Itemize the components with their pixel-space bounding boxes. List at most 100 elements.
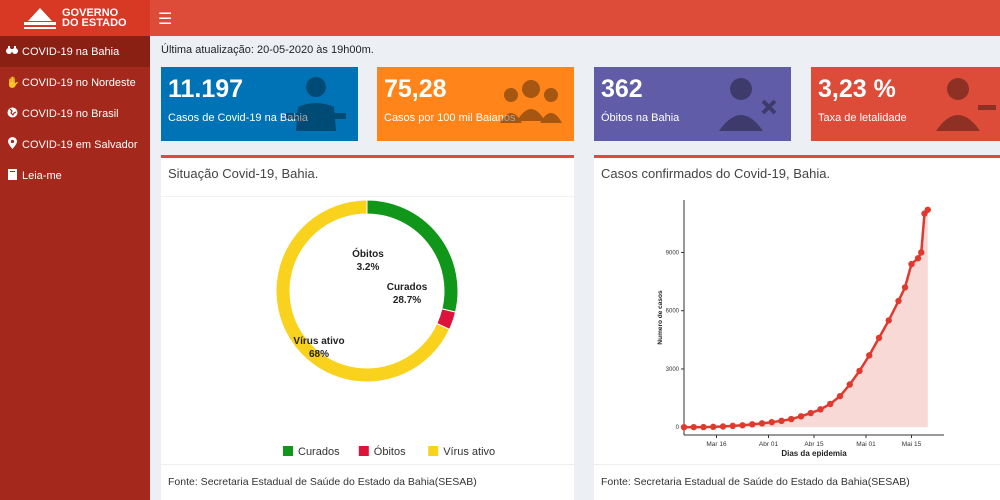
sidebar-item-label: Leia-me [22,169,62,182]
panel-title: Situação Covid-19, Bahia. [168,166,319,181]
logo-line-2: DO ESTADO [62,17,127,29]
data-point [768,418,775,426]
data-point [918,249,925,256]
x-tick-label: Abr 01 [759,441,779,448]
data-point [846,381,853,388]
data-point [827,400,834,408]
panel-casos-confirmados: Casos confirmados do Covid-19, Bahia. 0 3… [594,155,1000,500]
legend-swatch [283,446,293,456]
user-minus-icon [936,78,996,131]
box-label: Casos de Covid-19 na Bahia [168,112,309,124]
info-box-casos-100mil: 75,28 Casos por 100 mil Baianos [377,67,574,141]
slice-label-value: 28.7% [393,295,421,306]
cases-area-chart: 0 3000 6000 9000 Mar 16 Abr 01 Abr 15 Mai 01 Mai… [657,200,944,458]
donut-slice [275,199,451,383]
box-label: Taxa de letalidade [818,112,907,124]
x-tick-label: Mar 16 [706,441,727,448]
box-label: Óbitos na Bahia [601,112,680,124]
sidebar-item-nordeste[interactable]: ✋ COVID-19 no Nordeste [0,67,150,98]
governo-emblem-icon [24,7,56,29]
data-point [914,255,922,262]
y-tick-label: 0 [676,425,680,431]
box-label: Casos por 100 mil Baianos [384,112,516,124]
x-axis-label: Dias da epidemia [781,449,847,458]
data-point [885,317,892,324]
slice-label-value: 68% [309,349,329,360]
slice-label-name: Óbitos [352,247,384,260]
data-point [758,420,766,427]
y-tick-label: 6000 [666,309,680,315]
data-point [778,417,785,425]
source-note: Fonte: Secretaria Estadual de Saúde do E… [168,476,477,488]
panel-title: Casos confirmados do Covid-19, Bahia. [601,166,831,181]
data-point [807,409,814,417]
legend-swatch [428,446,439,456]
governo-logo[interactable]: GOVERNO DO ESTADO [0,0,150,36]
data-point [710,423,717,431]
sidebar-item-label: COVID-19 no Nordeste [22,76,136,89]
data-point [901,284,909,291]
top-navbar: GOVERNO DO ESTADO ☰ [0,0,1000,36]
sidebar-item-label: COVID-19 em Salvador [22,138,138,151]
user-times-icon [719,78,777,131]
y-axis-label: Numero de casos [657,290,664,345]
book-icon [6,168,18,183]
sidebar-item-bahia[interactable]: COVID-19 na Bahia [0,36,150,67]
slice-label-value: 3.2% [357,262,380,273]
legend-label: Vírus ativo [443,446,495,458]
x-tick-label: Mai 01 [856,441,876,448]
data-point [836,392,844,400]
y-tick-label: 3000 [666,367,680,373]
doctor-icon [286,77,346,131]
data-point [908,260,915,268]
hand-icon: ✋ [6,77,20,89]
data-point [866,352,873,359]
source-note: Fonte: Secretaria Estadual de Saúde do E… [601,476,910,488]
info-box-obitos: 362 Óbitos na Bahia [594,67,791,141]
slice-label-name: Vírus ativo [293,336,344,347]
data-point [797,413,805,420]
data-point [700,423,707,431]
box-value: 75,28 [384,75,447,103]
box-value: 362 [601,75,643,103]
last-update-text: Última atualização: 20-05-2020 às 19h00m… [161,44,374,56]
x-tick-label: Mai 15 [902,441,922,448]
y-tick-label: 9000 [666,250,680,256]
legend-swatch [358,446,369,456]
box-value: 3,23 % [818,75,896,103]
legend-label: Curados [298,446,340,458]
binoculars-icon [6,45,18,58]
info-box-casos: 11.197 Casos de Covid-19 na Bahia [161,67,358,141]
hamburger-icon[interactable]: ☰ [158,11,173,28]
info-box-letalidade: 3,23 % Taxa de letalidade [811,67,1000,141]
data-point [729,422,736,430]
sidebar-item-label: COVID-19 na Bahia [22,45,120,58]
data-point [788,415,795,423]
map-marker-icon [6,137,18,152]
slice-label-name: Curados [387,282,428,293]
legend-label: Óbitos [374,445,406,458]
data-point [680,423,688,431]
box-value: 11.197 [168,75,244,103]
panel-situacao: Situação Covid-19, Bahia. Curados 28.7% Ób… [161,155,574,500]
data-point [690,423,697,431]
area-fill [684,209,928,428]
globe-icon [6,107,18,121]
users-icon [500,80,562,123]
donut-chart: Curados 28.7% Óbitos 3.2% Vírus ativo 68% Cura… [275,199,495,458]
sidebar-item-label: COVID-19 no Brasil [22,107,119,120]
data-point [856,367,863,375]
data-point [924,206,931,213]
logo-line-1: GOVERNO [62,7,119,19]
x-tick-label: Abr 15 [804,441,824,448]
sidebar-item-leia-me[interactable]: Leia-me [0,160,150,191]
data-point [749,421,756,428]
sidebar-item-salvador[interactable]: COVID-19 em Salvador [0,129,150,160]
data-point [895,297,902,305]
data-point [739,422,746,429]
sidebar-item-brasil[interactable]: COVID-19 no Brasil [0,98,150,129]
data-point [875,334,883,342]
sidebar: COVID-19 na Bahia ✋ COVID-19 no Nordeste… [0,36,150,500]
data-point [817,406,824,413]
data-point [719,423,727,430]
